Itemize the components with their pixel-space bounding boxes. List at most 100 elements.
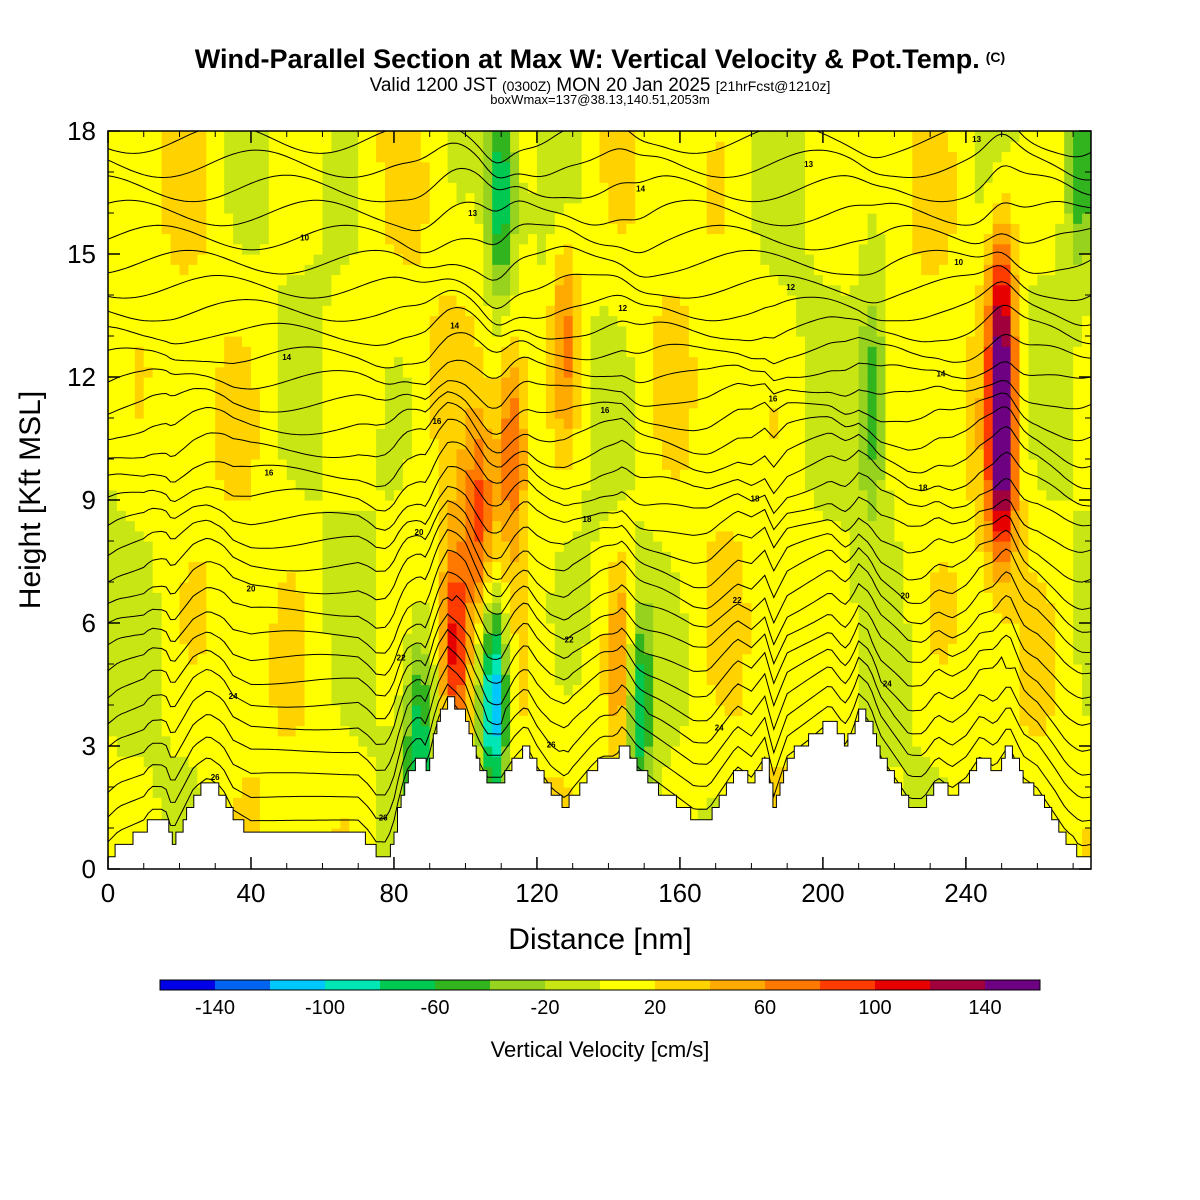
field-cell — [224, 243, 234, 255]
field-cell — [653, 397, 663, 409]
field-cell — [688, 274, 699, 286]
field-cell — [456, 377, 467, 388]
field-cell — [161, 776, 172, 788]
field-cell — [152, 325, 163, 337]
field-cell — [528, 182, 538, 194]
field-cell — [554, 510, 565, 522]
field-cell — [599, 346, 610, 358]
field-cell — [143, 561, 154, 573]
field-cell — [349, 694, 359, 706]
field-cell — [179, 182, 190, 194]
field-cell — [501, 428, 511, 440]
field-cell — [224, 151, 234, 163]
field-cell — [465, 377, 475, 388]
field-cell — [456, 653, 467, 665]
field-cell — [125, 264, 136, 276]
field-cell — [492, 202, 502, 214]
field-cell — [304, 397, 315, 409]
field-cell — [474, 305, 484, 317]
field-cell — [286, 418, 297, 429]
field-cell — [322, 817, 333, 829]
field-cell — [688, 612, 699, 624]
field-cell — [170, 520, 181, 532]
field-cell — [313, 541, 324, 552]
field-cell — [715, 161, 726, 173]
field-cell — [215, 213, 225, 224]
field-cell — [152, 295, 163, 306]
field-cell — [277, 500, 288, 511]
field-cell — [340, 438, 350, 450]
field-cell — [358, 418, 368, 429]
field-cell — [188, 172, 198, 183]
field-cell — [277, 428, 288, 440]
field-cell — [242, 305, 252, 317]
field-cell — [134, 479, 145, 491]
field-cell — [188, 182, 198, 194]
field-cell — [161, 500, 172, 511]
field-cell — [429, 131, 440, 142]
field-cell — [233, 182, 243, 194]
field-cell — [420, 489, 431, 501]
field-cell — [706, 192, 717, 204]
field-cell — [492, 223, 502, 235]
field-cell — [528, 746, 538, 757]
field-cell — [295, 407, 306, 419]
field-cell — [519, 592, 529, 604]
field-cell — [108, 233, 118, 245]
field-cell — [376, 325, 386, 337]
field-cell — [411, 182, 422, 194]
field-cell — [358, 151, 368, 163]
field-cell — [670, 192, 681, 204]
field-cell — [554, 582, 565, 593]
field-cell — [250, 315, 261, 327]
field-cell — [679, 561, 690, 573]
field-cell — [242, 479, 252, 491]
field-cell — [670, 489, 681, 501]
field-cell — [277, 510, 288, 522]
field-cell — [581, 254, 592, 265]
field-cell — [590, 469, 601, 481]
field-cell — [510, 623, 520, 634]
field-cell — [563, 797, 574, 809]
field-cell — [259, 582, 270, 593]
field-cell — [554, 315, 565, 327]
field-cell — [510, 182, 520, 194]
field-cell — [679, 438, 690, 450]
field-cell — [376, 356, 386, 368]
field-cell — [295, 428, 306, 440]
field-cell — [206, 623, 216, 634]
field-cell — [465, 684, 475, 696]
field-cell — [688, 438, 699, 450]
field-cell — [170, 295, 181, 306]
field-cell — [474, 202, 484, 214]
field-cell — [376, 161, 386, 173]
field-cell — [152, 264, 163, 276]
field-cell — [528, 459, 538, 470]
field-cell — [510, 500, 520, 511]
field-cell — [474, 612, 484, 624]
field-cell — [510, 438, 520, 450]
field-cell — [125, 582, 136, 593]
field-cell — [116, 131, 127, 142]
field-cell — [376, 797, 386, 809]
field-cell — [635, 202, 645, 214]
field-cell — [376, 489, 386, 501]
field-cell — [367, 192, 377, 204]
field-cell — [134, 674, 145, 686]
field-cell — [206, 489, 216, 501]
field-cell — [206, 131, 216, 142]
field-cell — [572, 366, 583, 378]
field-cell — [679, 602, 690, 614]
field-cell — [545, 397, 556, 409]
field-cell — [367, 233, 377, 245]
field-cell — [429, 284, 440, 296]
field-cell — [662, 479, 672, 491]
field-cell — [501, 192, 511, 204]
field-cell — [179, 387, 190, 399]
field-cell — [528, 356, 538, 368]
field-cell — [152, 459, 163, 470]
field-cell — [599, 387, 610, 399]
field-cell — [447, 161, 458, 173]
field-cell — [250, 694, 261, 706]
field-cell — [679, 223, 690, 235]
